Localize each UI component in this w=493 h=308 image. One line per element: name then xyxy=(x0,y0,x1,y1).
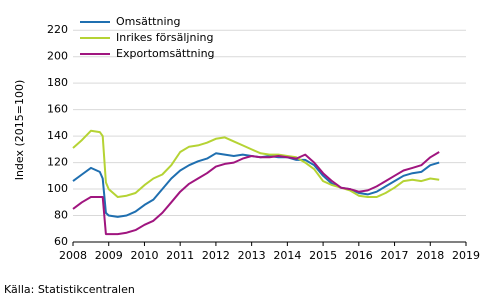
y-tick-label: 220 xyxy=(47,23,68,36)
y-tick-label: 120 xyxy=(47,156,68,169)
x-tick-label: 2018 xyxy=(416,249,444,262)
x-tick-label: 2015 xyxy=(309,249,337,262)
y-tick-label: 140 xyxy=(47,129,68,142)
y-tick-label: 160 xyxy=(47,103,68,116)
x-tick-label: 2008 xyxy=(59,249,87,262)
series-line xyxy=(72,152,440,218)
y-tick-label: 200 xyxy=(47,50,68,63)
source: Källa: Statistikcentralen xyxy=(4,283,135,296)
y-tick-label: 100 xyxy=(47,182,68,195)
legend-label: Omsättning xyxy=(116,15,180,28)
legend-label: Inrikes försäljning xyxy=(116,31,213,44)
y-tick-label: 180 xyxy=(47,76,68,89)
x-tick-label: 2009 xyxy=(95,249,123,262)
x-tick-label: 2014 xyxy=(273,249,301,262)
y-tick-label: 60 xyxy=(54,235,68,248)
series-line xyxy=(72,129,440,198)
legend-label: Exportomsättning xyxy=(116,47,215,60)
y-tick-label: 80 xyxy=(54,209,68,222)
x-tick-label: 2011 xyxy=(166,249,194,262)
y-axis-label: Index (2015=100) xyxy=(13,80,26,181)
x-tick-label: 2016 xyxy=(345,249,373,262)
x-tick-label: 2019 xyxy=(452,249,480,262)
series-line xyxy=(72,151,440,236)
x-tick-label: 2017 xyxy=(381,249,409,262)
x-tick-label: 2012 xyxy=(202,249,230,262)
x-tick-label: 2010 xyxy=(130,249,158,262)
x-tick-label: 2013 xyxy=(238,249,266,262)
